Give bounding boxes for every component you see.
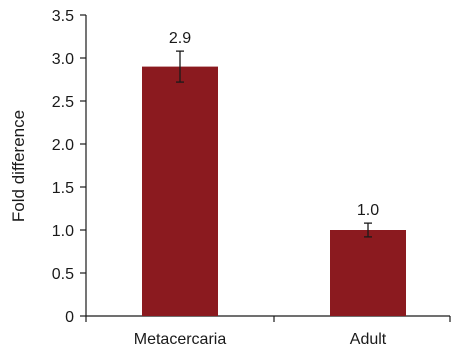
y-axis-ticks: 0 0.5 1.0 1.5 2.0 2.5 3.0 3.5: [52, 8, 86, 326]
y-tick-label: 3.5: [52, 8, 74, 25]
y-tick-label: 3.0: [52, 51, 74, 68]
bars-group: [142, 66, 406, 316]
y-axis-title: Fold difference: [9, 110, 28, 222]
x-category-label: Adult: [350, 331, 387, 348]
y-tick-label: 0: [65, 309, 74, 326]
x-axis-labels: Metacercaria Adult: [134, 331, 387, 348]
y-tick-label: 2.0: [52, 137, 74, 154]
bar-metacercaria: [142, 66, 218, 316]
data-label: 1.0: [357, 202, 379, 219]
y-tick-label: 2.5: [52, 94, 74, 111]
y-tick-label: 1.5: [52, 180, 74, 197]
data-label: 2.9: [169, 30, 191, 47]
bar-adult: [330, 230, 406, 316]
data-labels-group: 2.9 1.0: [169, 30, 379, 219]
x-category-label: Metacercaria: [134, 331, 227, 348]
y-tick-label: 1.0: [52, 223, 74, 240]
error-bars-group: [176, 50, 372, 238]
y-tick-label: 0.5: [52, 266, 74, 283]
